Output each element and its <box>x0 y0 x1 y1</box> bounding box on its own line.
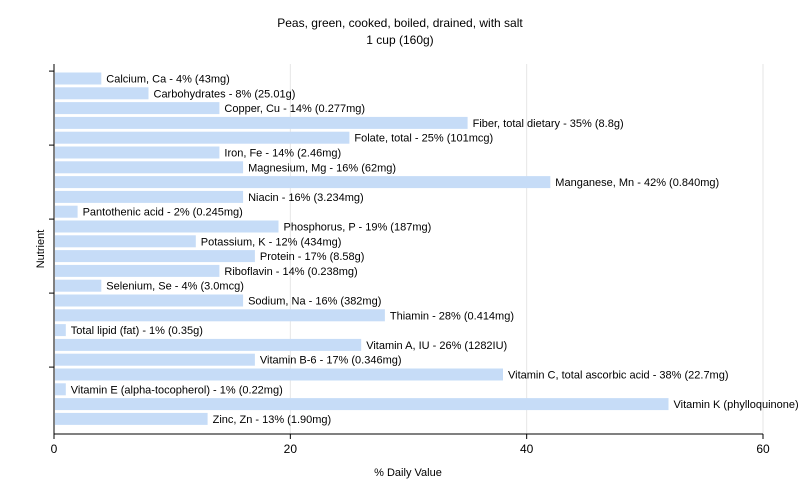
bar <box>55 220 279 233</box>
bar-label: Sodium, Na - 16% (382mg) <box>248 296 381 308</box>
bar-label: Manganese, Mn - 42% (0.840mg) <box>555 177 719 189</box>
bar-label: Iron, Fe - 14% (2.46mg) <box>224 148 341 160</box>
bar-labels: Calcium, Ca - 4% (43mg) Carbohydrates - 8… <box>71 74 800 426</box>
bar-label: Folate, total - 25% (101mcg) <box>354 133 493 145</box>
x-tick-label: 20 <box>284 442 298 456</box>
bar <box>55 116 468 129</box>
bars <box>55 72 669 425</box>
bar <box>55 72 102 85</box>
bar <box>55 205 78 218</box>
bar-label: Calcium, Ca - 4% (43mg) <box>106 74 229 86</box>
bar <box>55 294 244 307</box>
bar-label: Vitamin K (phylloquinone) - 52% (41.4mcg… <box>674 399 800 411</box>
bar <box>55 146 220 159</box>
bar-label: Vitamin E (alpha-tocopherol) - 1% (0.22m… <box>71 384 283 396</box>
bar-label: Vitamin A, IU - 26% (1282IU) <box>366 340 507 352</box>
bar <box>55 161 244 174</box>
x-tick-label: 40 <box>520 442 534 456</box>
bar <box>55 87 149 100</box>
bar-label: Vitamin C, total ascorbic acid - 38% (22… <box>508 370 729 382</box>
bar-label: Selenium, Se - 4% (3.0mcg) <box>106 281 244 293</box>
bar <box>55 190 244 203</box>
x-tick-label: 0 <box>51 442 58 456</box>
bar-label: Thiamin - 28% (0.414mg) <box>390 310 514 322</box>
bar-label: Zinc, Zn - 13% (1.90mg) <box>213 414 332 426</box>
bar-label: Magnesium, Mg - 16% (62mg) <box>248 162 396 174</box>
bar <box>55 383 66 396</box>
bar <box>55 398 669 411</box>
bar-label: Riboflavin - 14% (0.238mg) <box>224 266 357 278</box>
bar <box>55 412 208 425</box>
bar-label: Protein - 17% (8.58g) <box>260 251 365 263</box>
chart-subtitle: 1 cup (160g) <box>366 33 434 47</box>
bar <box>55 368 503 381</box>
bar <box>55 235 196 248</box>
bar <box>55 102 220 115</box>
bar-label: Carbohydrates - 8% (25.01g) <box>154 88 296 100</box>
bar <box>55 176 551 189</box>
bar <box>55 353 255 366</box>
bar-label: Potassium, K - 12% (434mg) <box>201 236 342 248</box>
bar-label: Total lipid (fat) - 1% (0.35g) <box>71 325 203 337</box>
bar <box>55 309 385 322</box>
chart-title: Peas, green, cooked, boiled, drained, wi… <box>277 16 523 30</box>
bar-label: Niacin - 16% (3.234mg) <box>248 192 364 204</box>
bar <box>55 279 102 292</box>
bar <box>55 338 362 351</box>
x-tick-label: 60 <box>756 442 770 456</box>
bar <box>55 264 220 277</box>
axes: 0 20 40 60 <box>49 64 770 456</box>
y-axis-label: Nutrient <box>35 230 47 269</box>
bar-label: Pantothenic acid - 2% (0.245mg) <box>83 207 243 219</box>
bar <box>55 324 66 337</box>
bar-label: Copper, Cu - 14% (0.277mg) <box>224 103 365 115</box>
bar-label: Fiber, total dietary - 35% (8.8g) <box>473 118 624 130</box>
bar <box>55 250 255 263</box>
x-axis-label: % Daily Value <box>374 467 442 479</box>
bar-label: Phosphorus, P - 19% (187mg) <box>284 222 432 234</box>
bar <box>55 131 350 144</box>
bar-label: Vitamin B-6 - 17% (0.346mg) <box>260 355 402 367</box>
